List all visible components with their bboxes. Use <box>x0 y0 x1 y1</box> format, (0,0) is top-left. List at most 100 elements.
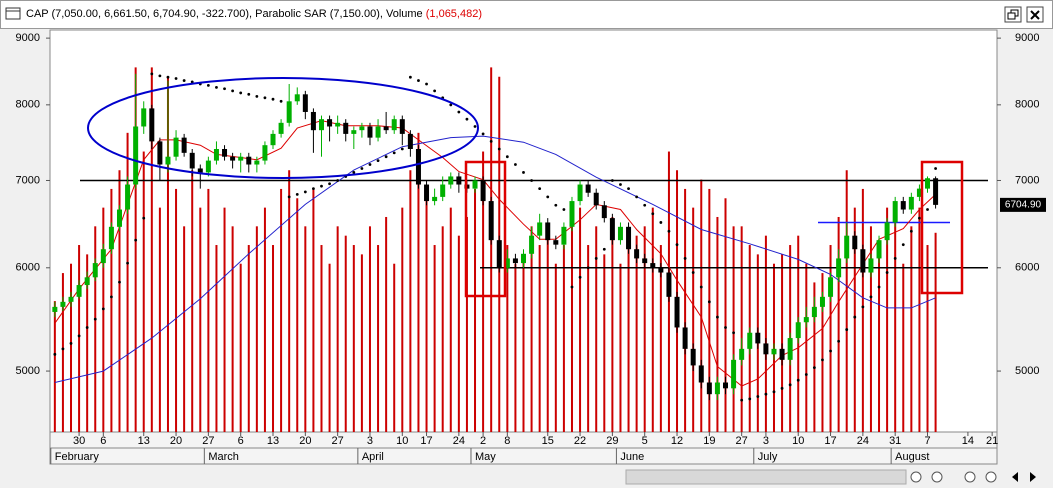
volume-bar <box>94 226 97 432</box>
sar-dot <box>756 395 760 398</box>
candle-body <box>286 101 292 123</box>
volume-bar <box>344 235 347 432</box>
scroll-button[interactable] <box>910 471 922 483</box>
moving-average <box>54 120 936 387</box>
volume-bar <box>764 235 767 432</box>
month-label: June <box>620 451 644 463</box>
candle-body <box>76 285 82 297</box>
candle-body <box>205 160 211 173</box>
y-tick-label-right: 5000 <box>1015 365 1039 377</box>
zoom-out-button[interactable] <box>964 471 976 483</box>
volume-bar <box>118 170 121 433</box>
volume-bar <box>724 198 727 432</box>
volume-bar <box>166 76 169 432</box>
sar-dot <box>667 229 671 233</box>
volume-bar <box>368 226 371 432</box>
sar-dot <box>724 326 727 329</box>
x-tick-label: 29 <box>606 435 618 447</box>
restore-glyph[interactable] <box>1007 12 1016 20</box>
volume-bar <box>506 245 509 432</box>
sar-dot <box>845 328 849 331</box>
volume-bar <box>70 263 73 432</box>
candle-body <box>108 226 114 250</box>
x-tick-label: 27 <box>202 435 214 447</box>
volume-bar <box>102 207 105 432</box>
zoom-in-button[interactable] <box>985 471 997 483</box>
candle-body <box>254 160 260 165</box>
candle-body <box>222 148 228 157</box>
x-tick-label: 22 <box>574 435 586 447</box>
candle-body <box>181 137 187 153</box>
moving-average <box>54 135 936 383</box>
volume-bar <box>215 245 218 432</box>
candle-body <box>795 322 801 339</box>
scroll-button[interactable] <box>931 471 943 483</box>
candle-body <box>787 338 793 360</box>
candle-body <box>432 196 438 202</box>
volume-bar <box>894 216 897 432</box>
volume-bar <box>700 179 703 432</box>
x-tick-label: 8 <box>504 435 510 447</box>
sar-dot <box>788 383 792 387</box>
sar-dot <box>627 187 630 191</box>
scroll-thumb[interactable] <box>625 469 907 485</box>
volume-bar <box>878 245 881 432</box>
sar-dot <box>69 342 73 345</box>
candle-body <box>925 178 931 189</box>
candle-body <box>561 226 567 245</box>
candle-body <box>399 119 405 134</box>
sar-dot <box>384 155 388 159</box>
volume-bar <box>304 226 307 432</box>
sar-dot <box>239 91 243 95</box>
candle-body <box>666 272 672 297</box>
scroll-arrows[interactable] <box>1012 472 1036 482</box>
volume-bar <box>465 216 468 432</box>
restore-button[interactable] <box>1004 6 1022 23</box>
candle-body <box>391 119 397 131</box>
sar-dot <box>635 195 639 199</box>
volume-bar <box>296 198 299 432</box>
close-glyph[interactable] <box>1030 10 1040 20</box>
candle-body <box>933 178 939 205</box>
sar-dot <box>530 179 533 182</box>
sar-dot <box>433 89 437 93</box>
volume-bar <box>175 188 178 432</box>
sar-dot <box>578 275 582 279</box>
y-tick-label-right: 9000 <box>1015 32 1039 44</box>
volume-bar <box>902 263 905 432</box>
candle-body <box>545 222 551 241</box>
sar-dot <box>336 179 340 182</box>
candle-body <box>375 126 381 138</box>
candle-body <box>512 258 518 264</box>
sar-dot <box>150 72 154 76</box>
candle-body <box>674 296 680 328</box>
volume-bar <box>336 226 339 432</box>
sar-dot <box>166 75 170 79</box>
x-tick-label: 3 <box>763 435 769 447</box>
volume-bar <box>781 254 784 432</box>
candle-body <box>472 180 478 189</box>
sar-dot <box>554 203 558 207</box>
scroll-controls[interactable] <box>910 471 1036 483</box>
sar-dot <box>473 125 477 128</box>
sar-dot <box>77 334 81 338</box>
volume-bar <box>312 188 315 432</box>
sar-dot <box>118 280 121 284</box>
sar-dot <box>206 83 210 87</box>
x-tick-label: 24 <box>857 435 869 447</box>
candle-body <box>424 184 430 202</box>
volume-bar <box>280 188 283 432</box>
volume-bar <box>611 216 614 432</box>
volume-bar <box>643 226 646 432</box>
x-tick-label: 27 <box>736 435 748 447</box>
close-button[interactable] <box>1026 6 1044 23</box>
candle-body <box>714 382 720 395</box>
sar-dot <box>853 315 857 319</box>
sar-dot <box>53 352 57 356</box>
candle-body <box>609 218 615 241</box>
volume-bar <box>86 254 89 432</box>
volume-bar <box>732 226 735 432</box>
volume-bar <box>886 207 889 432</box>
sar-dot <box>279 99 283 103</box>
y-tick-label: 9000 <box>16 32 40 44</box>
